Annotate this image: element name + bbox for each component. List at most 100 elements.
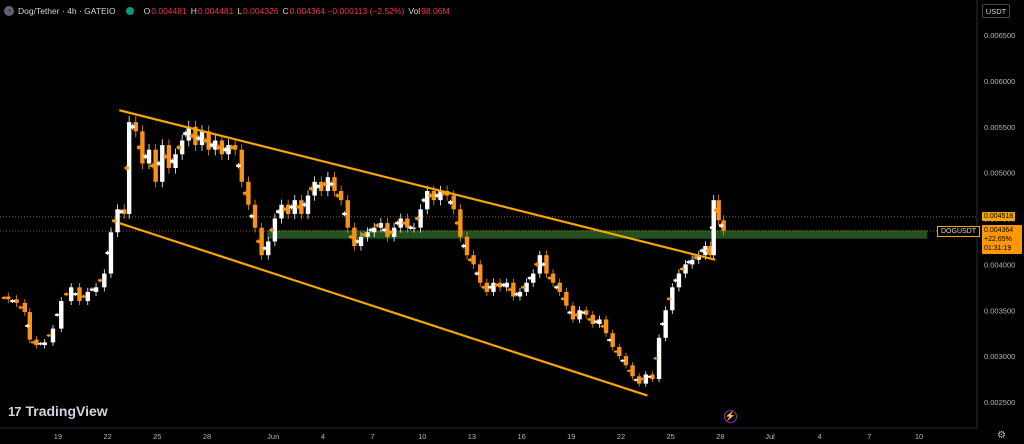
candle-body <box>534 263 539 266</box>
candle-body <box>514 293 519 296</box>
price-tick-label: 0.005500 <box>984 123 1015 132</box>
time-tick-label: 4 <box>818 432 822 441</box>
candle-body <box>232 145 238 150</box>
candle-body <box>511 282 516 297</box>
candle-body <box>603 319 609 334</box>
candle-body <box>102 273 107 288</box>
candle-body <box>365 232 370 237</box>
high-label: H <box>190 6 197 16</box>
candle-body <box>115 209 120 233</box>
candle-body <box>709 226 715 229</box>
candle-body <box>454 221 460 225</box>
candle-body <box>431 190 437 201</box>
tradingview-logo[interactable]: 17 TradingView <box>8 403 108 419</box>
candle-body <box>464 236 470 256</box>
candle-body <box>494 283 499 287</box>
volume-label: Vol <box>408 6 421 16</box>
time-tick-label: 25 <box>153 432 161 441</box>
candle-body <box>252 204 258 228</box>
candle-body <box>226 145 231 155</box>
candle-body <box>108 232 114 274</box>
candle-body <box>196 136 201 140</box>
candle-body <box>236 164 241 168</box>
price-tick-label: 0.002500 <box>984 398 1015 407</box>
candle-body <box>64 293 69 296</box>
symbol-logo-icon: ◔ <box>4 6 14 16</box>
candle-body <box>362 233 367 236</box>
candle-body <box>73 293 78 296</box>
candle-body <box>643 374 649 384</box>
candle-body <box>312 181 317 196</box>
candle-body <box>497 282 503 288</box>
candle-body <box>481 286 486 289</box>
volume-value: 98.06M <box>421 6 450 16</box>
candle-body <box>213 140 218 150</box>
candle-body <box>689 259 695 265</box>
time-tick-label: Jun <box>267 432 279 441</box>
price-tick-label: 0.004000 <box>984 260 1015 269</box>
candle-body <box>325 177 331 191</box>
candle-body <box>93 287 99 292</box>
candle-body <box>544 255 549 274</box>
candle-body <box>580 311 586 314</box>
candle-body <box>105 251 110 255</box>
price-tick-label: 0.005000 <box>984 169 1015 178</box>
flash-icon[interactable]: ⚡ <box>724 410 737 423</box>
candle-body <box>471 255 476 265</box>
candle-body <box>531 273 536 283</box>
time-axis[interactable]: 19 22 25 28 Jun 4 7 10 13 16 19 22 25 28 Jul 4 7 10 <box>54 432 923 441</box>
candle-body <box>193 126 198 146</box>
candle-body <box>183 132 188 136</box>
candle-body <box>156 162 162 165</box>
time-tick-label: 16 <box>517 432 525 441</box>
candle-body <box>97 279 103 282</box>
candle-body <box>38 342 43 345</box>
candle-body <box>527 277 533 280</box>
candle-body <box>322 182 327 186</box>
candle-body <box>584 310 589 315</box>
candle-body <box>176 145 182 149</box>
candle-body <box>46 334 52 337</box>
candle-body <box>54 313 60 316</box>
candle-body <box>345 200 350 228</box>
candle-body <box>650 374 655 380</box>
current-price: 0.004364 <box>984 227 1014 234</box>
candle-body <box>209 143 215 147</box>
candle-body <box>401 221 407 225</box>
candle-body <box>186 126 191 141</box>
candle-body <box>275 210 281 213</box>
candle-body <box>683 264 688 274</box>
candle-body <box>421 198 427 202</box>
candle-body <box>14 299 19 303</box>
support-zone <box>267 230 928 239</box>
candle-body <box>504 282 509 288</box>
candle-body <box>408 226 413 229</box>
price-tick-label: 0.003500 <box>984 306 1015 315</box>
candle-body <box>34 339 39 346</box>
currency-button[interactable]: USDT <box>982 4 1010 18</box>
gear-icon[interactable]: ⚙ <box>997 430 1006 441</box>
candle-body <box>85 291 90 302</box>
candle-body <box>140 131 145 164</box>
candle-body <box>50 328 56 343</box>
candle-body <box>428 194 433 197</box>
candle-body <box>670 287 675 311</box>
symbol-title[interactable]: Dog/Tether · 4h · GATEIO <box>18 6 116 16</box>
candle-body <box>640 378 645 380</box>
time-tick-label: 10 <box>418 432 426 441</box>
candle-body <box>666 297 672 300</box>
candle-body <box>448 201 453 204</box>
candle-body <box>242 191 248 195</box>
candle-body <box>352 227 357 247</box>
candle-body <box>282 208 288 211</box>
candle-body <box>718 224 724 227</box>
candle-body <box>388 231 393 234</box>
trendline-lower <box>118 222 648 397</box>
time-tick-label: 19 <box>54 432 62 441</box>
candle-body <box>126 122 132 214</box>
trendline-upper <box>118 109 716 261</box>
candle-body <box>560 297 566 300</box>
candle-body <box>550 273 556 283</box>
candle-body <box>121 209 127 214</box>
